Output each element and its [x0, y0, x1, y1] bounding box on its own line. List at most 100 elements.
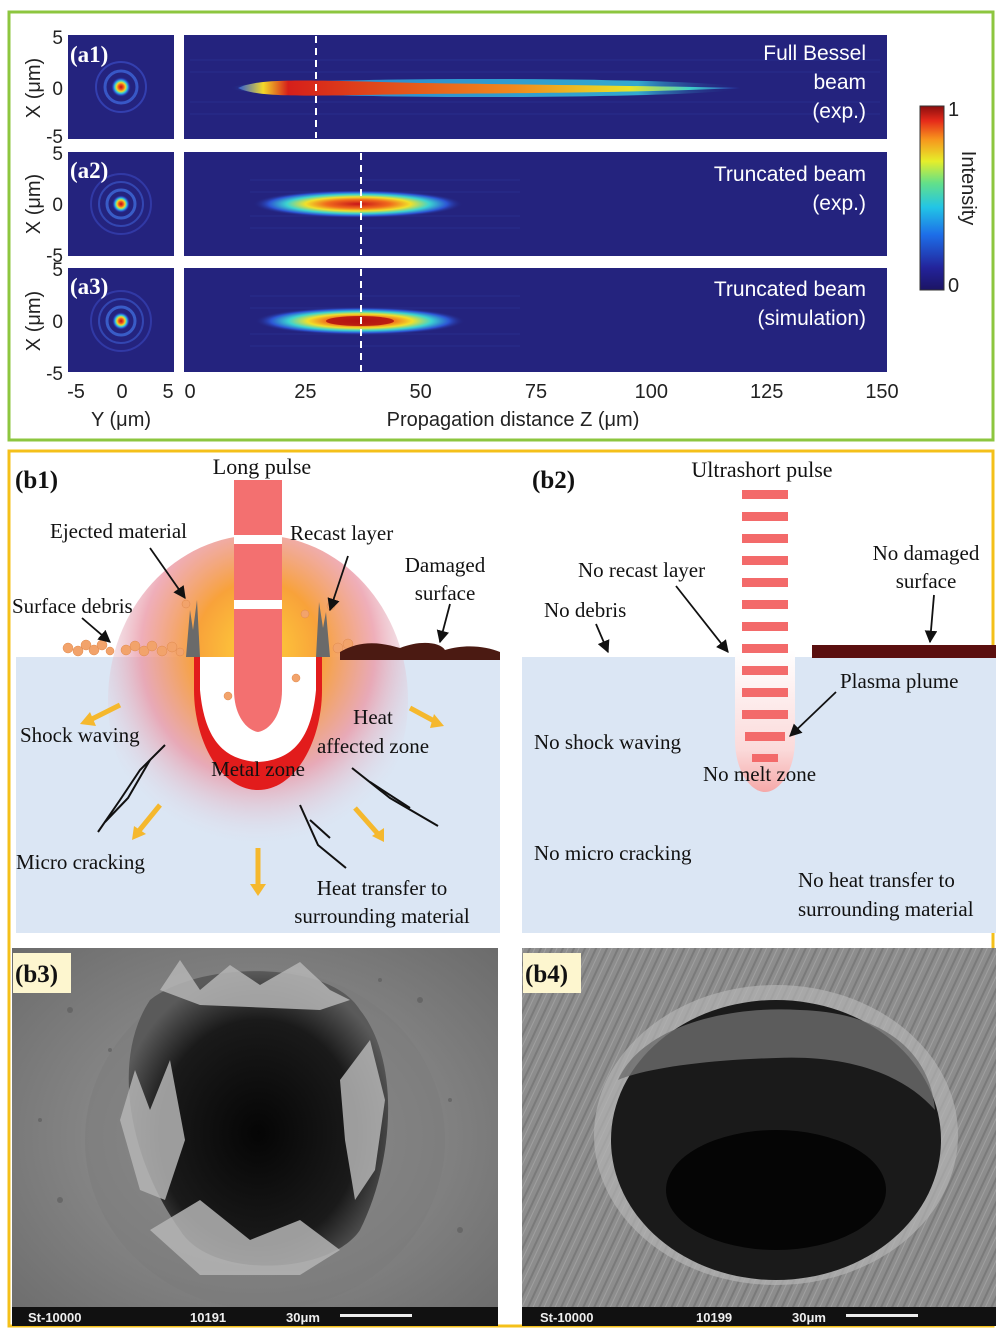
- colorbar: 1 0 Intensity: [919, 99, 979, 297]
- z-tick-label: 125: [750, 381, 783, 403]
- b1-recast-left: [186, 600, 200, 657]
- b2-plasma-plume: [735, 650, 795, 792]
- z-tick-label: 75: [525, 381, 547, 403]
- b2-no-shock-text: No shock waving: [534, 730, 681, 754]
- b1-ejected-text: Ejected material: [50, 519, 187, 543]
- small-x-tick-mid: 0: [116, 381, 127, 403]
- z-tick-label: 25: [294, 381, 316, 403]
- b3-recast-rim: [120, 960, 385, 1275]
- beam-a2: [253, 190, 463, 218]
- beam-a1: [238, 80, 740, 96]
- b1-heat-text-2: affected zone: [317, 734, 429, 758]
- y-tick-a2-bottom: -5: [46, 246, 63, 267]
- title-a2-line1: Truncated beam: [714, 163, 866, 186]
- y-tick-a1-top: 5: [52, 28, 63, 49]
- b3-footer-2: 10191: [190, 1310, 226, 1325]
- b1-heat-arrows: [88, 702, 438, 886]
- arrow-no-recast: [675, 585, 729, 653]
- arrow-no-debris: [595, 623, 610, 654]
- b2-no-melt-text: No melt zone: [703, 762, 816, 786]
- panel-a-small-plots: [68, 35, 174, 372]
- title-a1-line3: (exp.): [812, 100, 866, 123]
- b2-no-recast-text: No recast layer: [578, 558, 705, 582]
- y-tick-a3-top: 5: [52, 260, 63, 281]
- small-x-tick-left: -5: [67, 381, 85, 403]
- colorbar-min: 0: [948, 275, 959, 297]
- b1-micro-text: Micro cracking: [16, 850, 145, 874]
- y-axis-label-a2: X (μm): [23, 174, 45, 234]
- title-a3-line2: (simulation): [757, 307, 866, 330]
- b1-shock-text: Shock waving: [20, 723, 140, 747]
- arrow-debris: [81, 617, 111, 643]
- b4-scale-bar: [846, 1314, 918, 1317]
- b2-pulse-label: Ultrashort pulse: [691, 457, 832, 482]
- b1-metal-text: Metal zone: [211, 757, 305, 781]
- y-tick-a2-top: 5: [52, 144, 63, 165]
- b4-footer-2: 10199: [696, 1310, 732, 1325]
- b2-ultrashort-pulse-beam: [742, 490, 788, 762]
- b2-no-transfer-text-2: surrounding material: [798, 897, 974, 921]
- spot-a3: [90, 290, 152, 352]
- b1-transfer-text-2: surrounding material: [294, 904, 470, 928]
- b1-damaged-surface: [340, 642, 500, 660]
- b2-no-debris-text: No debris: [544, 598, 626, 622]
- colorbar-max: 1: [948, 99, 959, 121]
- y-axis-label-a1: X (μm): [23, 58, 45, 118]
- y-tick-a2-mid: 0: [52, 195, 63, 216]
- title-a3-line1: Truncated beam: [714, 278, 866, 301]
- colorbar-gradient: [919, 105, 945, 291]
- b3-footer-3: 30μm: [286, 1310, 320, 1325]
- panel-b1: [16, 480, 500, 933]
- z-tick-label: 100: [635, 381, 668, 403]
- spot-a2: [90, 173, 152, 235]
- b3-footer-1: St-10000: [28, 1310, 81, 1325]
- arrow-recast: [327, 555, 349, 612]
- b1-long-pulse-beam: [234, 480, 282, 732]
- y-tick-a3-bottom: -5: [46, 364, 63, 385]
- panel-b4: St-10000 10199 30μm (b4): [522, 948, 996, 1326]
- z-axis-label: Propagation distance Z (μm): [387, 409, 640, 431]
- b4-footer-3: 30μm: [792, 1310, 826, 1325]
- label-b1: (b1): [15, 467, 58, 494]
- row-label-a2: (a2): [70, 158, 108, 183]
- b1-recast-right: [316, 602, 330, 657]
- b2-no-damaged-surface: [812, 645, 996, 658]
- b1-damaged-text-2: surface: [415, 581, 476, 605]
- y-tick-a1-bottom: -5: [46, 127, 63, 148]
- b1-cracks: [97, 744, 439, 869]
- b4-footer-1: St-10000: [540, 1310, 593, 1325]
- b1-damaged-text-1: Damaged: [405, 553, 486, 577]
- z-tick-label: 50: [410, 381, 432, 403]
- y-axis-label-a3: X (μm): [23, 291, 45, 351]
- label-b2: (b2): [532, 467, 575, 494]
- small-x-tick-right: 5: [162, 381, 173, 403]
- b1-transfer-text-1: Heat transfer to: [317, 876, 448, 900]
- b2-no-damaged-text-1: No damaged: [873, 541, 980, 565]
- title-a2-line2: (exp.): [812, 192, 866, 215]
- title-a1-line1: Full Bessel: [763, 42, 866, 65]
- b1-recast-text: Recast layer: [290, 521, 393, 545]
- row-label-a3: (a3): [70, 274, 108, 299]
- panel-b2: [522, 490, 996, 933]
- b2-no-damaged-text-2: surface: [896, 569, 957, 593]
- small-x-axis-label: Y (μm): [91, 409, 151, 431]
- label-b3: (b3): [15, 961, 58, 988]
- y-tick-a1-mid: 0: [52, 79, 63, 100]
- b3-scale-bar: [340, 1314, 412, 1317]
- arrow-plasma: [789, 691, 837, 737]
- arrow-ejected: [149, 547, 186, 600]
- b1-heat-text-1: Heat: [353, 705, 393, 729]
- b1-debris-text: Surface debris: [12, 594, 133, 618]
- y-tick-a3-mid: 0: [52, 312, 63, 333]
- label-b4: (b4): [525, 961, 568, 988]
- z-tick-label: 0: [184, 381, 195, 403]
- z-tick-label: 150: [865, 381, 898, 403]
- b2-no-micro-text: No micro cracking: [534, 841, 692, 865]
- arrow-damaged: [436, 603, 451, 644]
- row-label-a1: (a1): [70, 42, 108, 67]
- b1-pulse-label: Long pulse: [213, 454, 311, 479]
- panel-a-long-plots: [184, 35, 887, 372]
- colorbar-label: Intensity: [957, 151, 979, 225]
- b3-hole: [128, 971, 389, 1266]
